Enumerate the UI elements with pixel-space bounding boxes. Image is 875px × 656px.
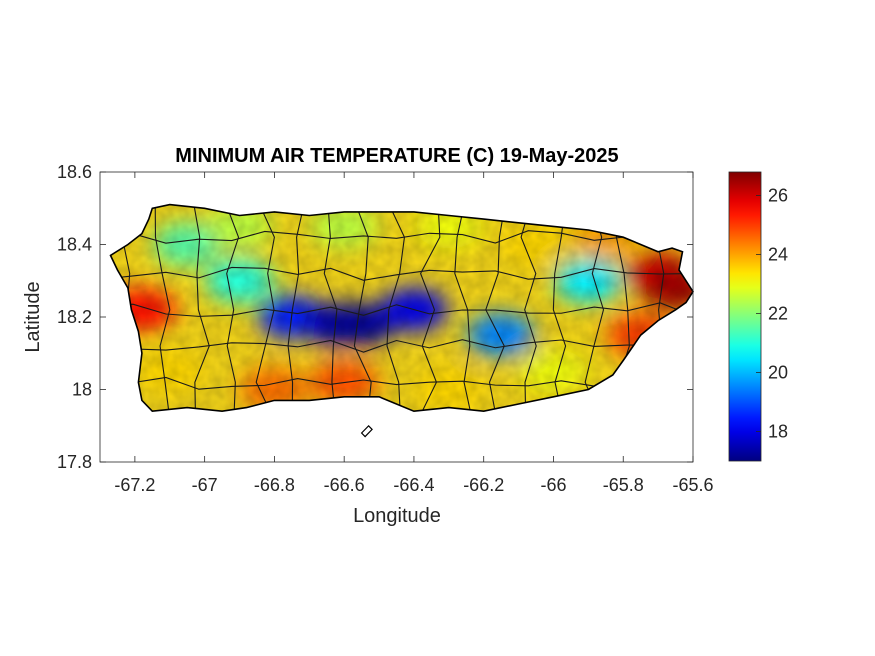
municipality-boundary — [110, 302, 693, 317]
colorbar-scale — [728, 171, 762, 462]
municipality-boundary — [584, 204, 605, 412]
y-axis: 17.8 18 18.2 18.4 18.6 — [57, 162, 693, 472]
x-tick-label: -66.4 — [393, 475, 434, 495]
x-axis-label: Longitude — [353, 505, 441, 527]
colorbar-tick-label: 18 — [768, 422, 788, 442]
coastline — [109, 203, 694, 413]
y-tick-label: 18.4 — [57, 235, 92, 255]
municipality-boundary — [192, 204, 210, 412]
y-axis-label: Latitude — [22, 281, 44, 352]
municipality-boundary — [255, 204, 275, 412]
x-axis: -67.2 -67 -66.8 -66.6 -66.4 -66.2 -66 -65.8 -65.… — [114, 172, 714, 495]
x-tick-label: -67 — [192, 475, 218, 495]
colorbar-tick-label: 26 — [768, 186, 788, 206]
municipality-boundary — [323, 204, 338, 412]
y-tick-label: 17.8 — [57, 452, 92, 472]
municipality-boundary — [110, 230, 693, 244]
map-plot-area — [99, 171, 694, 463]
colorbar-tick-label: 20 — [768, 363, 788, 383]
colorbar-tick-label: 24 — [768, 245, 788, 265]
y-tick-label: 18 — [72, 380, 92, 400]
municipality-boundary — [154, 204, 171, 412]
municipality-boundary — [110, 339, 693, 353]
municipality-boundary — [353, 204, 372, 412]
x-tick-label: -66.6 — [324, 475, 365, 495]
municipality-boundary — [110, 266, 693, 281]
x-tick-label: -66.8 — [254, 475, 295, 495]
x-tick-label: -65.8 — [603, 475, 644, 495]
municipality-boundary — [287, 204, 306, 412]
x-tick-label: -65.6 — [672, 475, 713, 495]
municipality-boundary — [224, 204, 240, 412]
colorbar: 18 20 22 24 26 — [728, 171, 788, 462]
y-tick-label: 18.6 — [57, 162, 92, 182]
colorbar-tick-label: 22 — [768, 304, 788, 324]
islet — [360, 424, 373, 438]
municipality-boundary — [520, 204, 537, 412]
y-tick-label: 18.2 — [57, 307, 92, 327]
x-tick-label: -66.2 — [463, 475, 504, 495]
x-tick-label: -66 — [540, 475, 566, 495]
x-tick-label: -67.2 — [114, 475, 155, 495]
chart-title: MINIMUM AIR TEMPERATURE (C) 19-May-2025 — [175, 145, 618, 167]
